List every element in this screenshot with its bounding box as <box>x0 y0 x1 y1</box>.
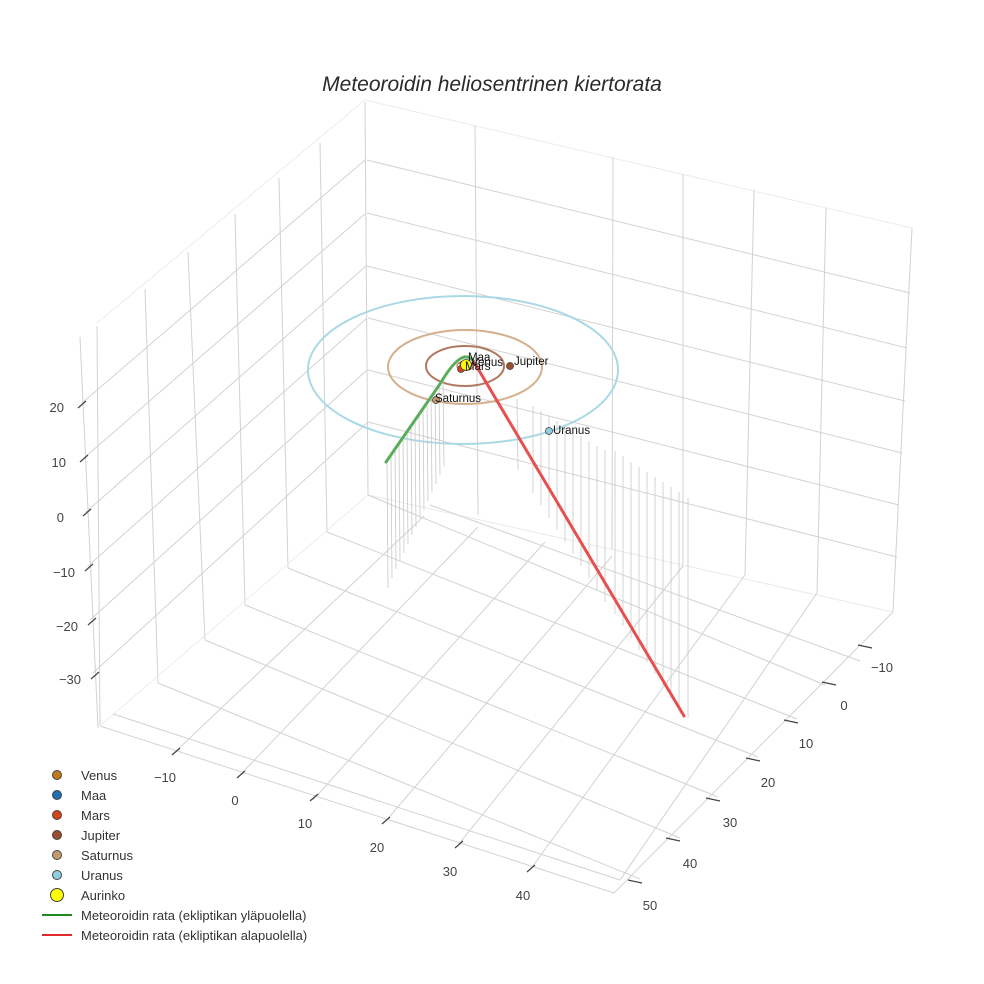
maa-label: Maa <box>468 352 491 364</box>
uranus-marker <box>545 427 553 435</box>
aurinko-dot-icon <box>50 888 64 902</box>
z-tick-label: −20 <box>56 619 78 634</box>
legend-label: Aurinko <box>81 887 126 903</box>
green-line-icon <box>42 914 72 916</box>
meteoroid-trajectory <box>384 355 686 718</box>
y-tick-label: 40 <box>683 856 697 871</box>
red-line-icon <box>42 934 72 936</box>
legend-item-maa[interactable]: Maa <box>38 785 307 805</box>
y-tick-label: 50 <box>643 898 657 913</box>
jupiter-dot-icon <box>52 830 62 840</box>
left-wall-grid <box>79 99 369 729</box>
legend-label: Jupiter <box>81 827 121 843</box>
legend-item-jupiter[interactable]: Jupiter <box>38 825 307 845</box>
legend-item-venus[interactable]: Venus <box>38 765 307 785</box>
uranus-dot-icon <box>52 870 62 880</box>
venus-dot-icon <box>52 770 62 780</box>
drop-lines-green <box>386 378 445 589</box>
x-tick-label: 20 <box>370 840 384 855</box>
x-axis: −10 0 10 20 30 40 <box>154 747 536 903</box>
z-tick-label: 20 <box>50 400 64 415</box>
venus-label: Venus <box>471 357 503 369</box>
legend-label: Meteoroidin rata (ekliptikan alapuolella… <box>81 927 308 943</box>
y-tick-label: 0 <box>840 698 847 713</box>
legend-item-trajectory-above[interactable]: Meteoroidin rata (ekliptikan yläpuolella… <box>38 905 307 925</box>
uranus-label: Uranus <box>553 425 590 437</box>
legend-label: Meteoroidin rata (ekliptikan yläpuolella… <box>81 907 307 923</box>
aurinko-marker <box>460 359 472 371</box>
legend: Venus Maa Mars Jupiter Saturnus Uranus A… <box>38 765 307 945</box>
x-tick-label: 40 <box>516 888 530 903</box>
legend-item-aurinko[interactable]: Aurinko <box>38 885 307 905</box>
jupiter-marker <box>506 362 514 370</box>
legend-item-trajectory-below[interactable]: Meteoroidin rata (ekliptikan alapuolella… <box>38 925 307 945</box>
z-tick-label: −30 <box>59 672 81 687</box>
planet-labels: Maa Venus Mars Jupiter Saturnus Uranus <box>435 352 590 437</box>
legend-item-saturnus[interactable]: Saturnus <box>38 845 307 865</box>
z-tick-label: −10 <box>53 565 75 580</box>
legend-item-mars[interactable]: Mars <box>38 805 307 825</box>
legend-item-uranus[interactable]: Uranus <box>38 865 307 885</box>
legend-label: Maa <box>81 787 107 803</box>
z-tick-label: 0 <box>57 510 64 525</box>
maa-dot-icon <box>52 790 62 800</box>
saturnus-dot-icon <box>52 850 62 860</box>
legend-label: Venus <box>81 767 118 783</box>
mars-dot-icon <box>52 810 62 820</box>
jupiter-label: Jupiter <box>514 356 549 368</box>
z-axis: 20 10 0 −10 −20 −30 <box>50 400 100 687</box>
trajectory-below-ecliptic <box>472 360 686 718</box>
trajectory-above-ecliptic <box>384 355 476 464</box>
x-tick-label: 30 <box>443 864 457 879</box>
uranus-orbit <box>307 295 619 445</box>
x-tick-label: 0 <box>231 793 238 808</box>
saturnus-orbit <box>387 329 543 405</box>
right-wall-grid <box>364 99 913 613</box>
saturnus-label: Saturnus <box>435 393 481 405</box>
chart-title: Meteoroidin heliosentrinen kiertorata <box>322 73 662 96</box>
y-tick-label: −10 <box>871 660 893 675</box>
legend-label: Mars <box>81 807 110 823</box>
y-axis: −10 0 10 20 30 40 50 <box>627 644 893 913</box>
mars-label: Mars <box>465 361 491 373</box>
y-tick-label: 30 <box>723 815 737 830</box>
x-tick-label: 10 <box>298 816 312 831</box>
y-tick-label: 10 <box>799 736 813 751</box>
legend-label: Uranus <box>81 867 123 883</box>
planet-orbits <box>307 295 619 445</box>
floor-grid <box>99 494 894 894</box>
jupiter-orbit <box>425 345 505 387</box>
y-tick-label: 20 <box>761 775 775 790</box>
z-tick-label: 10 <box>52 455 66 470</box>
legend-label: Saturnus <box>81 847 134 863</box>
saturnus-marker <box>432 396 440 404</box>
planet-markers[interactable] <box>432 359 553 435</box>
x-tick-label: −10 <box>154 770 176 785</box>
